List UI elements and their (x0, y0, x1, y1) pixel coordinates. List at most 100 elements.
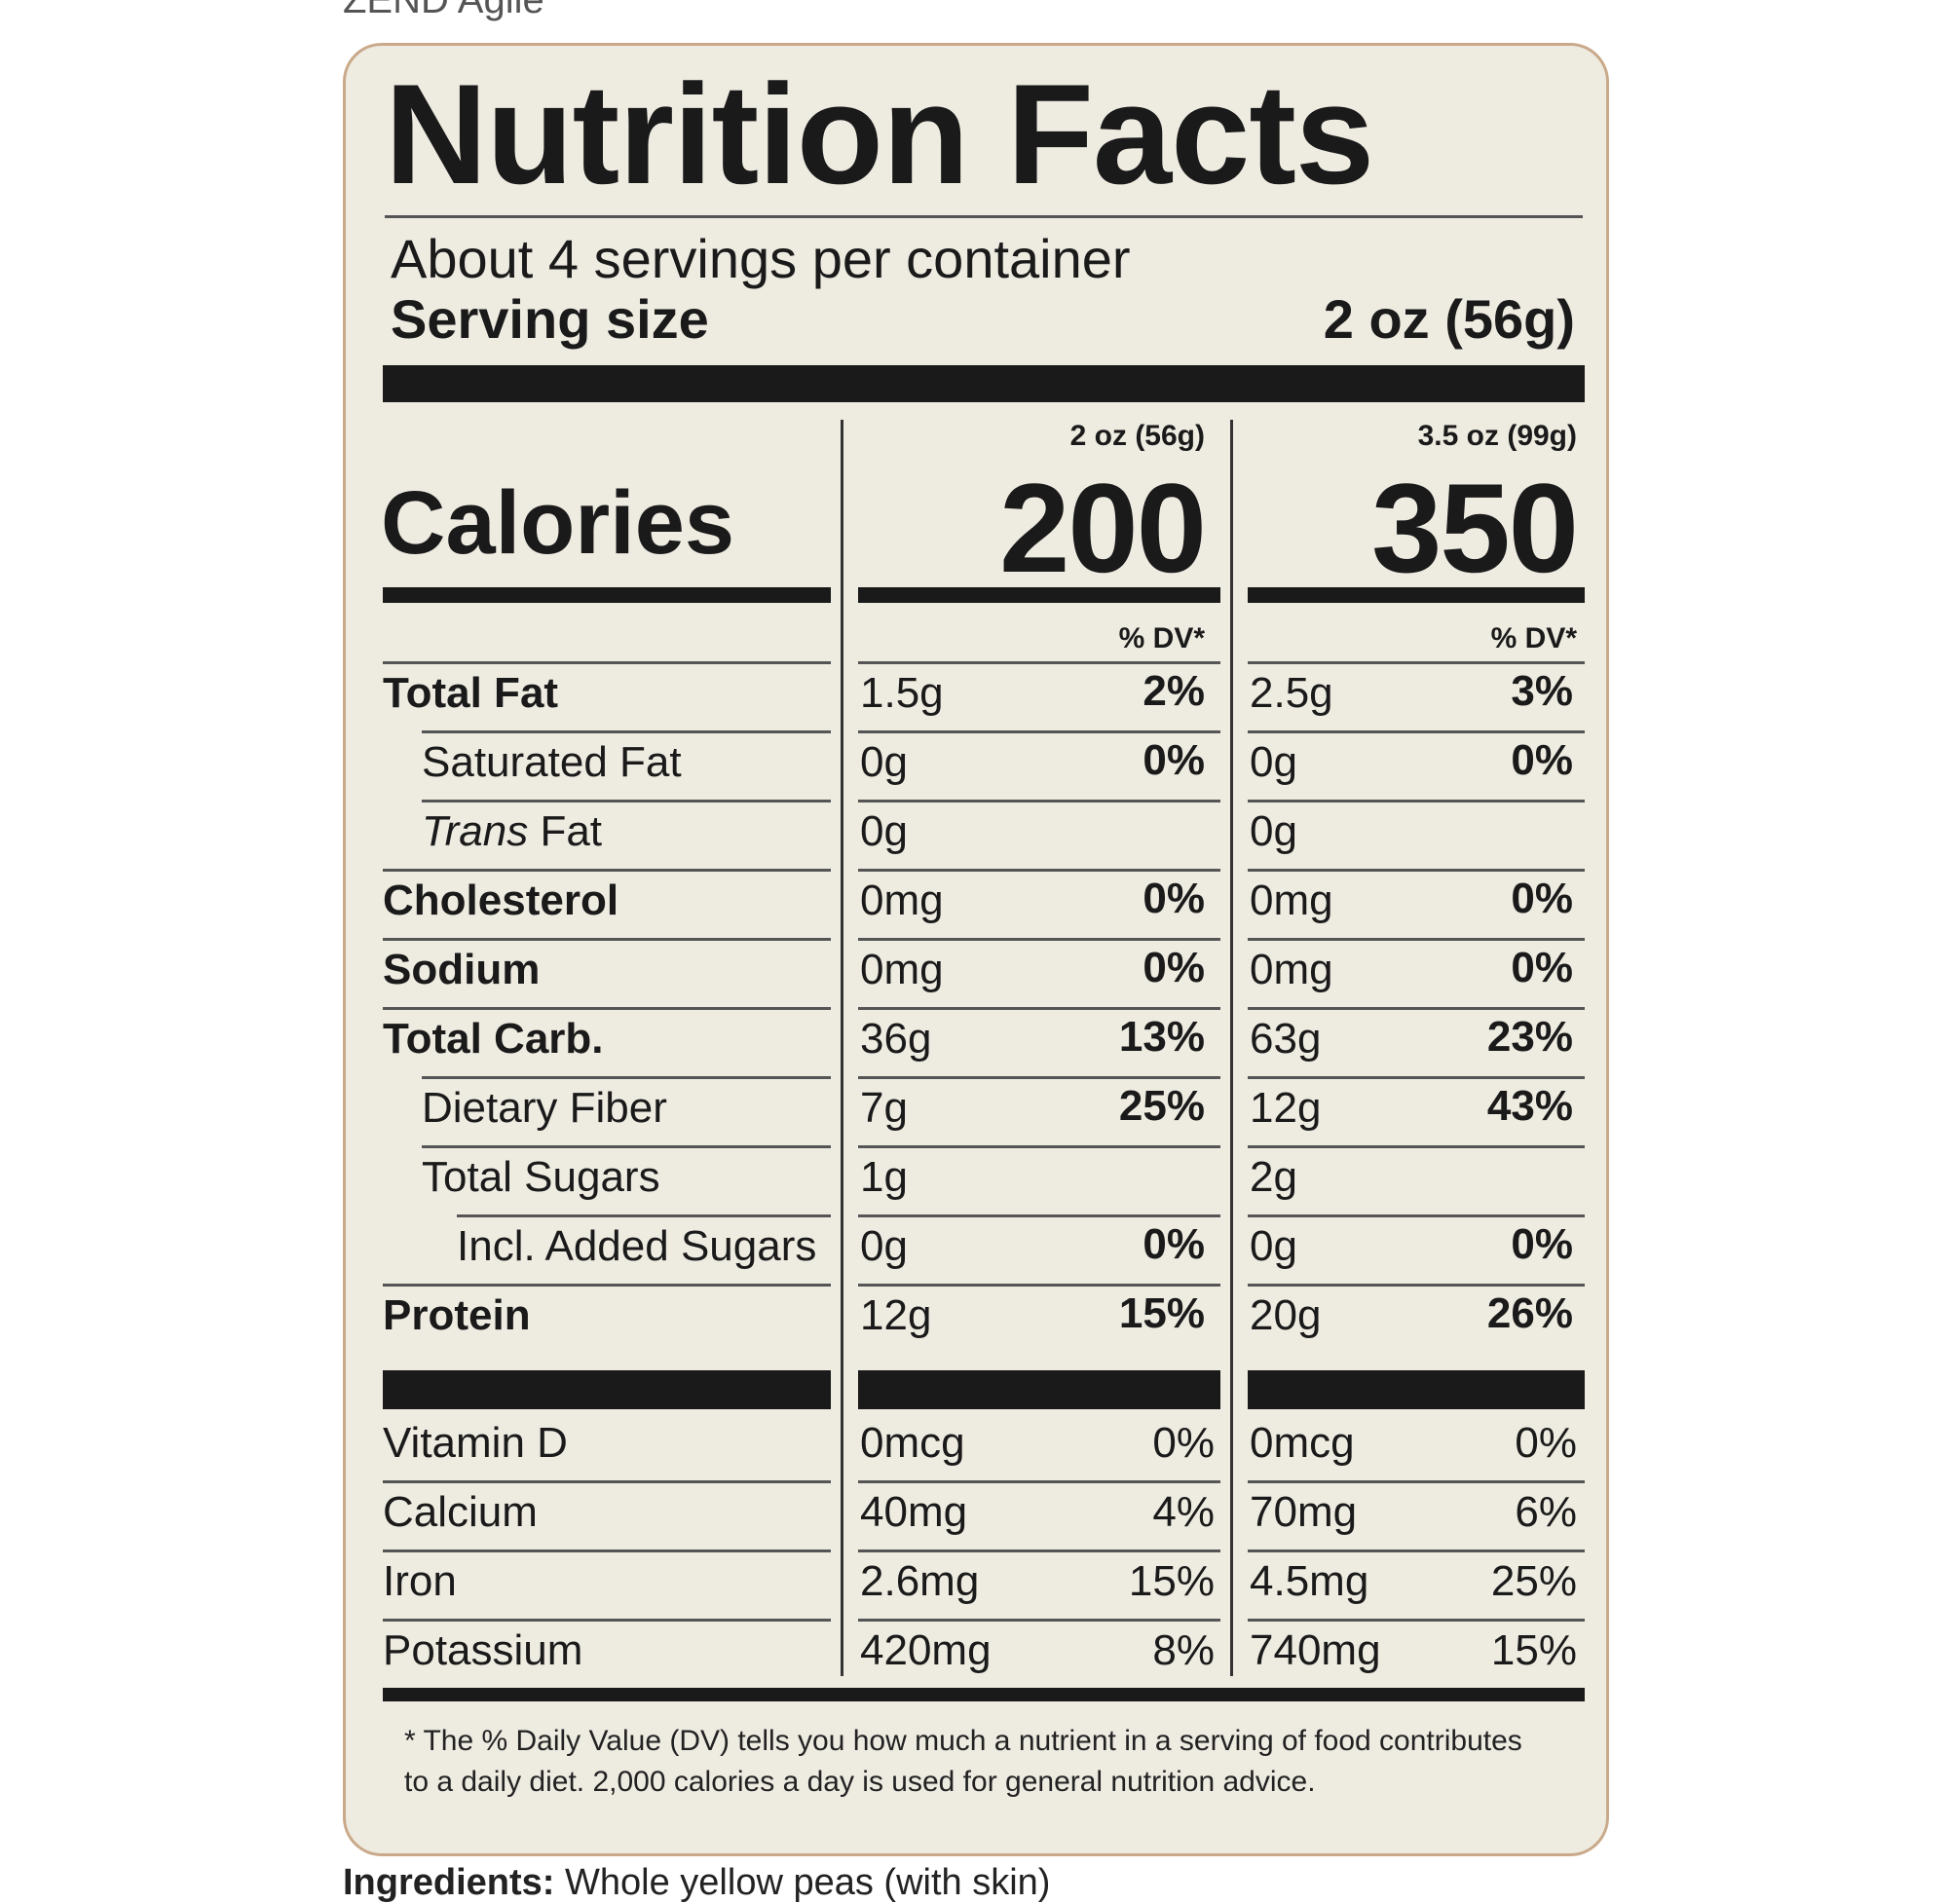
vitamin-amount-col1: 420mg (860, 1626, 992, 1674)
nutrient-label: Trans Fat (422, 807, 602, 856)
vitamin-label: Vitamin D (383, 1419, 568, 1467)
nutrient-amount-col2: 2g (1250, 1153, 1297, 1201)
nutrient-amount-col1: 1g (860, 1153, 908, 1201)
vitamin-thick-rule-col1 (858, 1370, 1220, 1409)
nutrient-amount-col1: 36g (860, 1015, 932, 1063)
row-separator-label (383, 869, 831, 872)
nutrient-amount-col1: 0g (860, 1222, 908, 1270)
label-title: Nutrition Facts (385, 55, 1374, 213)
column-divider-2 (1230, 420, 1233, 1676)
nutrient-label: Sodium (383, 946, 541, 993)
row-separator-col2 (1248, 1007, 1585, 1010)
nutrient-amount-col1: 0mg (860, 946, 944, 993)
calories-rule-col2 (1248, 587, 1585, 603)
nutrient-amount-col1: 12g (860, 1291, 932, 1339)
nutrient-dv-col1: 2% (1143, 667, 1205, 715)
nutrient-label: Cholesterol (383, 877, 619, 924)
nutrient-label: Total Carb. (383, 1015, 604, 1063)
row-separator-col1 (858, 1007, 1220, 1010)
nutrient-amount-col2: 2.5g (1250, 669, 1333, 717)
row-separator-col2 (1248, 661, 1585, 664)
nutrient-dv-col1: 0% (1143, 944, 1205, 991)
nutrition-facts-panel: Nutrition Facts About 4 servings per con… (343, 43, 1609, 1856)
vitamin-dv-col2: 0% (1515, 1419, 1577, 1467)
vitamin-dv-col2: 25% (1490, 1557, 1577, 1605)
row-separator-label (422, 730, 831, 733)
vitamin-thick-rule-col2 (1248, 1370, 1585, 1409)
vitamin-separator-col2 (1248, 1480, 1585, 1483)
row-separator-col2 (1248, 1214, 1585, 1217)
row-separator-label (457, 1214, 831, 1217)
ingredients-line: Ingredients: Whole yellow peas (with ski… (343, 1862, 1050, 1904)
row-separator-label (383, 938, 831, 941)
vitamin-amount-col1: 0mcg (860, 1419, 965, 1467)
row-separator-col1 (858, 1145, 1220, 1148)
nutrient-amount-col2: 0g (1250, 1222, 1297, 1270)
nutrient-label: Total Fat (383, 669, 559, 717)
nutrient-amount-col2: 0g (1250, 807, 1297, 855)
vitamin-separator-label (383, 1619, 831, 1622)
nutrient-amount-col1: 7g (860, 1084, 908, 1132)
nutrient-dv-col2: 0% (1511, 736, 1573, 784)
nutrient-amount-col2: 63g (1250, 1015, 1322, 1063)
column-2-dv-header: % DV* (1490, 622, 1577, 654)
row-separator-col1 (858, 938, 1220, 941)
column-1-calories: 200 (999, 457, 1207, 599)
row-separator-col1 (858, 1284, 1220, 1287)
row-separator-col2 (1248, 730, 1585, 733)
vitamin-separator-col2 (1248, 1619, 1585, 1622)
vitamin-dv-col2: 6% (1515, 1488, 1577, 1536)
row-separator-col1 (858, 661, 1220, 664)
vitamin-amount-col2: 740mg (1250, 1626, 1381, 1674)
row-separator-label (422, 1076, 831, 1079)
vitamin-dv-col2: 15% (1490, 1626, 1577, 1674)
nutrient-dv-col2: 0% (1511, 875, 1573, 922)
nutrient-label: Saturated Fat (422, 738, 682, 786)
row-separator-col1 (858, 730, 1220, 733)
vitamin-dv-col1: 8% (1152, 1626, 1215, 1674)
footer-thick-rule (383, 1688, 1585, 1701)
row-separator-label (383, 661, 831, 664)
row-separator-label (383, 1007, 831, 1010)
row-separator-col1 (858, 869, 1220, 872)
vitamin-label: Iron (383, 1557, 457, 1605)
calories-rule-col1 (858, 587, 1220, 603)
nutrient-label: Incl. Added Sugars (457, 1222, 817, 1270)
nutrient-dv-col1: 15% (1118, 1289, 1205, 1337)
row-separator-label (422, 1145, 831, 1148)
vitamin-separator-col1 (858, 1480, 1220, 1483)
row-separator-col1 (858, 1214, 1220, 1217)
row-separator-col2 (1248, 1076, 1585, 1079)
nutrient-dv-col2: 26% (1486, 1289, 1573, 1337)
vitamin-separator-col1 (858, 1549, 1220, 1552)
nutrient-dv-col2: 3% (1511, 667, 1573, 715)
nutrient-label-rest: Fat (528, 807, 603, 855)
calories-label: Calories (381, 473, 735, 573)
ingredients-text: Whole yellow peas (with skin) (565, 1862, 1051, 1903)
nutrient-label: Dietary Fiber (422, 1084, 667, 1132)
daily-value-footnote: * The % Daily Value (DV) tells you how m… (404, 1725, 1522, 1798)
column-1-dv-header: % DV* (1118, 622, 1205, 654)
vitamin-amount-col1: 2.6mg (860, 1557, 980, 1605)
column-divider-1 (841, 420, 843, 1676)
vitamin-separator-col2 (1248, 1549, 1585, 1552)
column-2-calories: 350 (1371, 457, 1579, 599)
vitamin-label: Calcium (383, 1488, 538, 1536)
ingredients-label: Ingredients: (343, 1862, 555, 1903)
nutrient-dv-col1: 25% (1118, 1082, 1205, 1130)
nutrient-dv-col2: 23% (1486, 1013, 1573, 1061)
vitamin-amount-col1: 40mg (860, 1488, 968, 1536)
row-separator-col2 (1248, 938, 1585, 941)
vitamin-label: Potassium (383, 1626, 583, 1674)
serving-size-value: 2 oz (56g) (1323, 288, 1575, 350)
row-separator-col1 (858, 800, 1220, 803)
nutrient-label: Protein (383, 1291, 531, 1339)
nutrient-amount-col2: 0g (1250, 738, 1297, 786)
vitamin-separator-label (383, 1549, 831, 1552)
nutrient-dv-col1: 0% (1143, 736, 1205, 784)
row-separator-col2 (1248, 1284, 1585, 1287)
nutrient-dv-col1: 13% (1118, 1013, 1205, 1061)
vitamin-amount-col2: 70mg (1250, 1488, 1358, 1536)
vitamin-amount-col2: 4.5mg (1250, 1557, 1369, 1605)
title-rule (385, 215, 1583, 218)
